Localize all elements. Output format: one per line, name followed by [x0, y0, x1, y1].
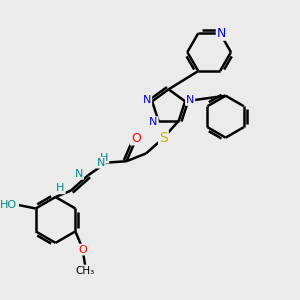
Text: N: N [75, 169, 83, 179]
Text: N: N [97, 158, 105, 168]
Text: S: S [159, 131, 168, 145]
Text: H: H [100, 153, 108, 163]
Text: N: N [217, 27, 226, 40]
Text: N: N [149, 117, 158, 127]
Text: O: O [131, 131, 141, 145]
Text: HO: HO [0, 200, 17, 210]
Text: N: N [186, 95, 194, 105]
Text: CH₃: CH₃ [76, 266, 95, 275]
Text: H: H [56, 183, 65, 193]
Text: N: N [143, 95, 151, 105]
Text: O: O [79, 244, 87, 255]
